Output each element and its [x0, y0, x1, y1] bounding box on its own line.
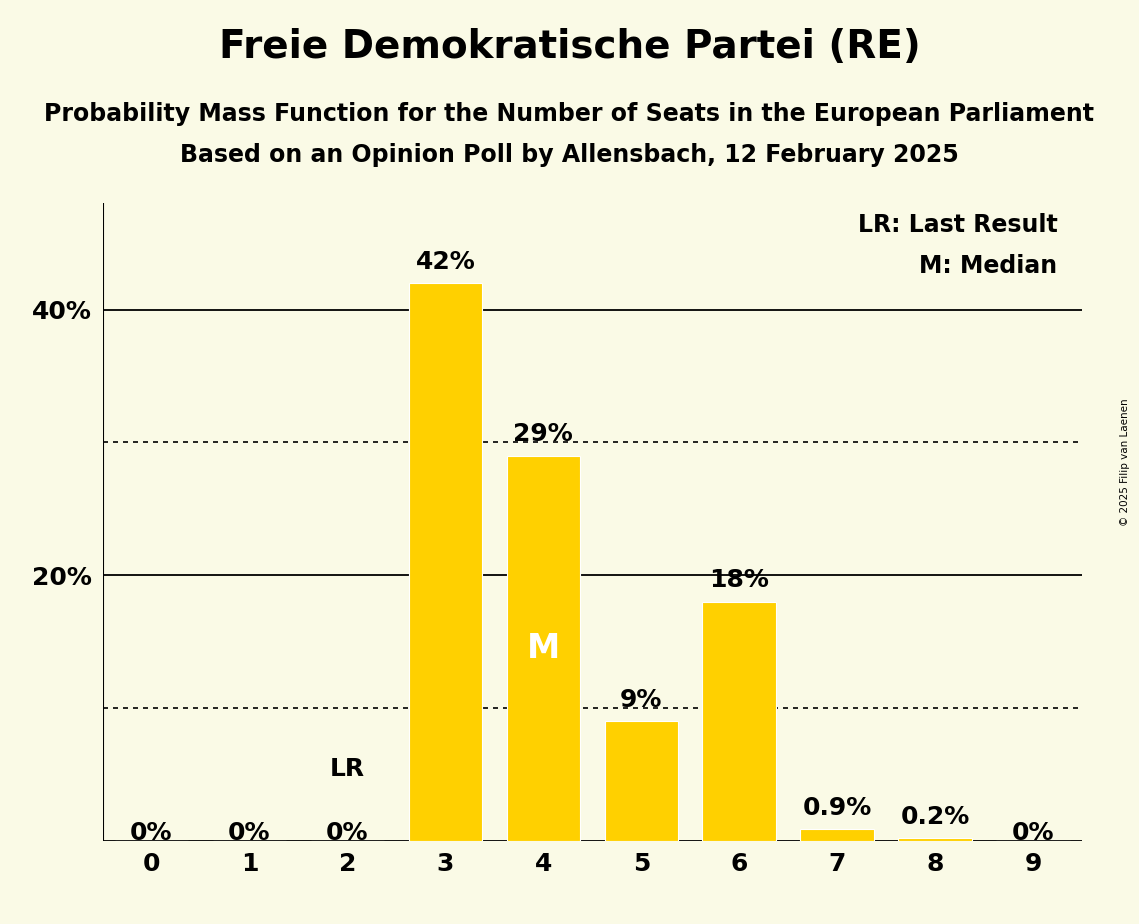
Text: Probability Mass Function for the Number of Seats in the European Parliament: Probability Mass Function for the Number…: [44, 102, 1095, 126]
Text: Freie Demokratische Partei (RE): Freie Demokratische Partei (RE): [219, 28, 920, 66]
Text: 0%: 0%: [130, 821, 173, 845]
Text: 0%: 0%: [326, 821, 369, 845]
Text: LR: LR: [330, 757, 364, 781]
Text: © 2025 Filip van Laenen: © 2025 Filip van Laenen: [1121, 398, 1130, 526]
Text: 18%: 18%: [710, 568, 769, 592]
Text: M: Median: M: Median: [919, 254, 1057, 278]
Text: LR: Last Result: LR: Last Result: [858, 213, 1057, 237]
Text: M: M: [526, 632, 560, 664]
Text: 9%: 9%: [620, 688, 663, 712]
Text: 0%: 0%: [228, 821, 271, 845]
Bar: [801, 829, 874, 841]
Bar: [703, 602, 776, 841]
Bar: [409, 283, 482, 841]
Bar: [605, 722, 678, 841]
Text: Based on an Opinion Poll by Allensbach, 12 February 2025: Based on an Opinion Poll by Allensbach, …: [180, 143, 959, 167]
Text: 42%: 42%: [416, 249, 475, 274]
Text: 29%: 29%: [514, 422, 573, 446]
Text: 0.2%: 0.2%: [901, 805, 969, 829]
Bar: [507, 456, 580, 841]
Bar: [899, 838, 972, 841]
Text: 0%: 0%: [1011, 821, 1055, 845]
Text: 0.9%: 0.9%: [803, 796, 871, 820]
